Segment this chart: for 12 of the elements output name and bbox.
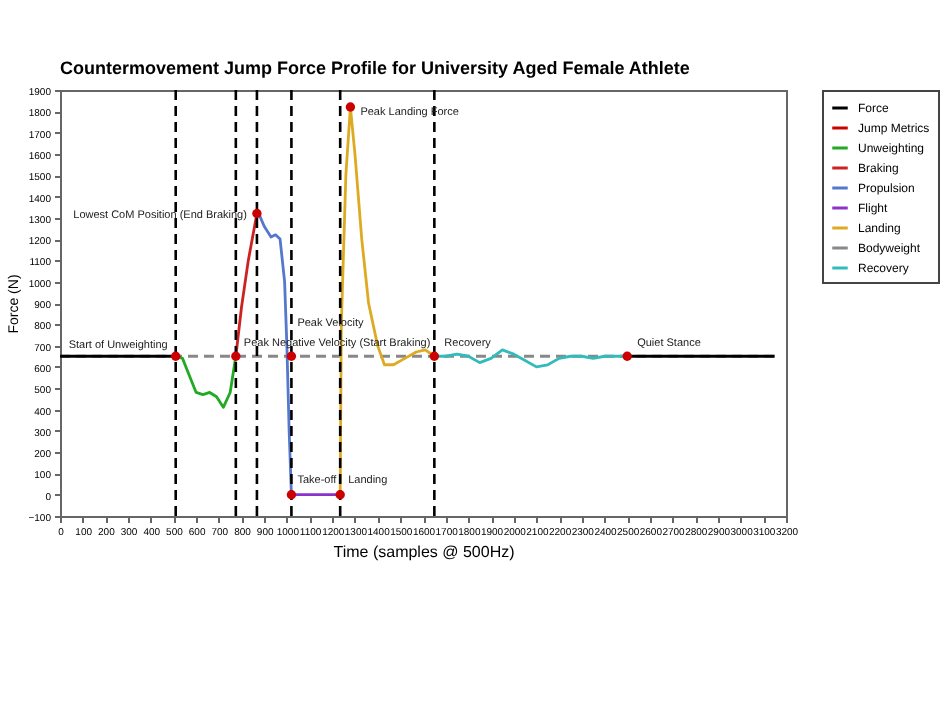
point — [252, 208, 262, 219]
point — [335, 490, 345, 500]
point — [345, 102, 356, 112]
point — [231, 351, 241, 361]
x-axis-title: Time (samples @ 500Hz) — [333, 543, 516, 561]
point — [622, 351, 632, 361]
chart-title: Countermovement Jump Force Profile for University Aged Female Athlete — [60, 58, 690, 78]
point — [286, 351, 297, 361]
point — [286, 490, 297, 500]
point — [429, 351, 440, 361]
line-series — [174, 354, 238, 409]
point — [171, 351, 181, 361]
